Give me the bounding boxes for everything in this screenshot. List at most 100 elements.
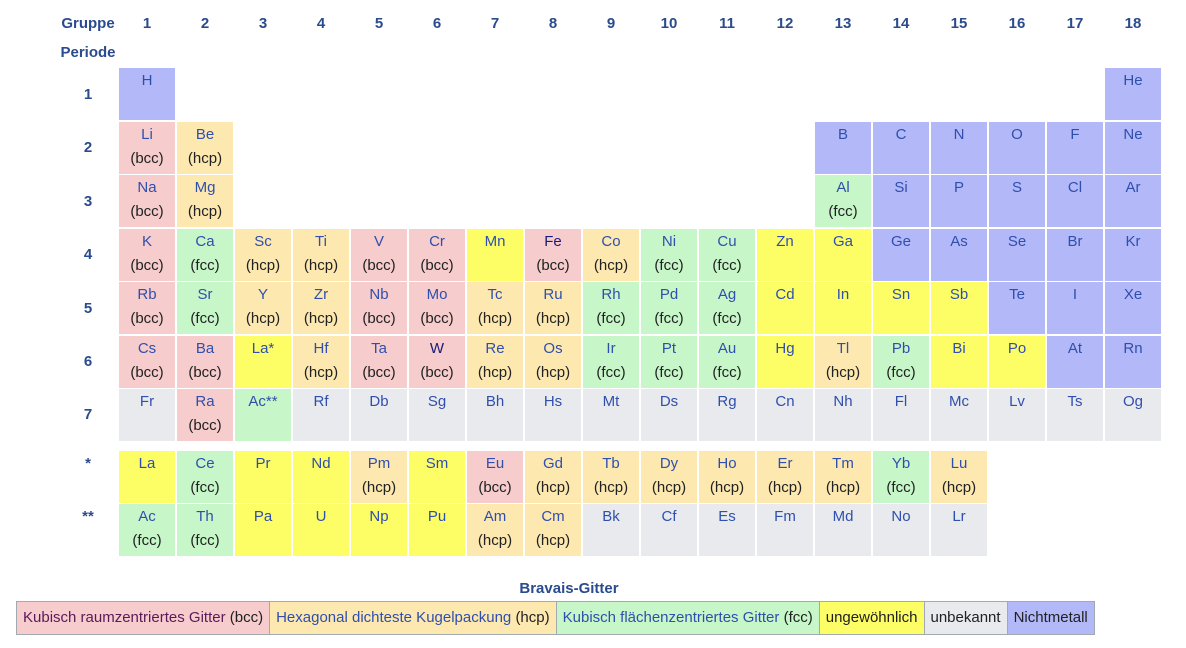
element-cell[interactable]: Hg (757, 336, 813, 388)
element-cell[interactable]: Cs (bcc) (119, 336, 175, 388)
element-cell[interactable]: Se (989, 229, 1045, 281)
element-cell[interactable]: S (989, 175, 1045, 227)
element-cell[interactable]: Ta (bcc) (351, 336, 407, 388)
element-cell[interactable]: Sr (fcc) (177, 282, 233, 334)
element-cell[interactable]: W (bcc) (409, 336, 465, 388)
element-cell[interactable]: Ni (fcc) (641, 229, 697, 281)
element-cell[interactable]: As (931, 229, 987, 281)
element-cell[interactable]: Tl (hcp) (815, 336, 871, 388)
element-cell[interactable]: Ce (fcc) (177, 451, 233, 503)
element-cell[interactable]: Y (hcp) (235, 282, 291, 334)
element-cell[interactable]: Ac (fcc) (119, 504, 175, 556)
element-cell[interactable]: Ca (fcc) (177, 229, 233, 281)
element-cell[interactable]: Lv (989, 389, 1045, 441)
element-cell[interactable]: Sc (hcp) (235, 229, 291, 281)
element-cell[interactable]: Cr (bcc) (409, 229, 465, 281)
element-cell[interactable]: Tc (hcp) (467, 282, 523, 334)
element-cell[interactable]: Db (351, 389, 407, 441)
element-cell[interactable]: Nd (293, 451, 349, 503)
element-cell[interactable]: Ts (1047, 389, 1103, 441)
element-cell[interactable]: Mo (bcc) (409, 282, 465, 334)
element-cell[interactable]: In (815, 282, 871, 334)
element-cell[interactable]: Pd (fcc) (641, 282, 697, 334)
element-cell[interactable]: Bh (467, 389, 523, 441)
element-cell[interactable]: Md (815, 504, 871, 556)
element-cell[interactable]: Tm (hcp) (815, 451, 871, 503)
element-cell[interactable]: Nb (bcc) (351, 282, 407, 334)
element-cell[interactable]: N (931, 122, 987, 174)
element-cell[interactable]: Be (hcp) (177, 122, 233, 174)
element-cell[interactable]: Pm (hcp) (351, 451, 407, 503)
element-cell[interactable]: Hs (525, 389, 581, 441)
element-cell[interactable]: Mg (hcp) (177, 175, 233, 227)
element-cell[interactable]: U (293, 504, 349, 556)
element-cell[interactable]: Kr (1105, 229, 1161, 281)
element-cell[interactable]: Li (bcc) (119, 122, 175, 174)
element-cell[interactable]: Fl (873, 389, 929, 441)
element-cell[interactable]: Os (hcp) (525, 336, 581, 388)
element-cell[interactable]: Re (hcp) (467, 336, 523, 388)
element-cell[interactable]: Fr (119, 389, 175, 441)
element-cell[interactable]: Ir (fcc) (583, 336, 639, 388)
element-cell[interactable]: Br (1047, 229, 1103, 281)
element-cell[interactable]: Si (873, 175, 929, 227)
element-cell[interactable]: Zn (757, 229, 813, 281)
element-cell[interactable]: Mc (931, 389, 987, 441)
element-cell[interactable]: I (1047, 282, 1103, 334)
element-cell[interactable]: Mt (583, 389, 639, 441)
element-cell[interactable]: K (bcc) (119, 229, 175, 281)
element-cell[interactable]: Te (989, 282, 1045, 334)
element-cell[interactable]: No (873, 504, 929, 556)
element-cell[interactable]: F (1047, 122, 1103, 174)
element-cell[interactable]: Rh (fcc) (583, 282, 639, 334)
element-cell[interactable]: Fe (bcc) (525, 229, 581, 281)
element-cell[interactable]: Na (bcc) (119, 175, 175, 227)
element-cell[interactable]: Xe (1105, 282, 1161, 334)
element-cell[interactable]: Au (fcc) (699, 336, 755, 388)
element-cell[interactable]: He (1105, 68, 1161, 120)
element-cell[interactable]: Ga (815, 229, 871, 281)
element-cell[interactable]: Ag (fcc) (699, 282, 755, 334)
element-cell[interactable]: Ac** (235, 389, 291, 441)
element-cell[interactable]: At (1047, 336, 1103, 388)
element-cell[interactable]: Cm (hcp) (525, 504, 581, 556)
element-cell[interactable]: Co (hcp) (583, 229, 639, 281)
element-cell[interactable]: Ds (641, 389, 697, 441)
element-cell[interactable]: Yb (fcc) (873, 451, 929, 503)
element-cell[interactable]: Th (fcc) (177, 504, 233, 556)
element-cell[interactable]: Zr (hcp) (293, 282, 349, 334)
element-cell[interactable]: Rg (699, 389, 755, 441)
element-cell[interactable]: Rf (293, 389, 349, 441)
element-cell[interactable]: Hf (hcp) (293, 336, 349, 388)
element-cell[interactable]: Es (699, 504, 755, 556)
element-cell[interactable]: B (815, 122, 871, 174)
element-cell[interactable]: V (bcc) (351, 229, 407, 281)
element-cell[interactable]: Og (1105, 389, 1161, 441)
element-cell[interactable]: Nh (815, 389, 871, 441)
element-cell[interactable]: Ti (hcp) (293, 229, 349, 281)
element-cell[interactable]: Ar (1105, 175, 1161, 227)
element-cell[interactable]: Sb (931, 282, 987, 334)
element-cell[interactable]: Pt (fcc) (641, 336, 697, 388)
element-cell[interactable]: Cf (641, 504, 697, 556)
element-cell[interactable]: Bk (583, 504, 639, 556)
element-cell[interactable]: O (989, 122, 1045, 174)
element-cell[interactable]: Tb (hcp) (583, 451, 639, 503)
element-cell[interactable]: Rb (bcc) (119, 282, 175, 334)
element-cell[interactable]: Dy (hcp) (641, 451, 697, 503)
element-cell[interactable]: Gd (hcp) (525, 451, 581, 503)
element-cell[interactable]: Ho (hcp) (699, 451, 755, 503)
element-cell[interactable]: Ra (bcc) (177, 389, 233, 441)
element-cell[interactable]: P (931, 175, 987, 227)
element-cell[interactable]: Cn (757, 389, 813, 441)
element-cell[interactable]: Cu (fcc) (699, 229, 755, 281)
element-cell[interactable]: Lu (hcp) (931, 451, 987, 503)
element-cell[interactable]: Ba (bcc) (177, 336, 233, 388)
element-cell[interactable]: Ru (hcp) (525, 282, 581, 334)
element-cell[interactable]: Ge (873, 229, 929, 281)
element-cell[interactable]: Cl (1047, 175, 1103, 227)
element-cell[interactable]: La (119, 451, 175, 503)
element-cell[interactable]: Bi (931, 336, 987, 388)
element-cell[interactable]: Fm (757, 504, 813, 556)
element-cell[interactable]: Sg (409, 389, 465, 441)
